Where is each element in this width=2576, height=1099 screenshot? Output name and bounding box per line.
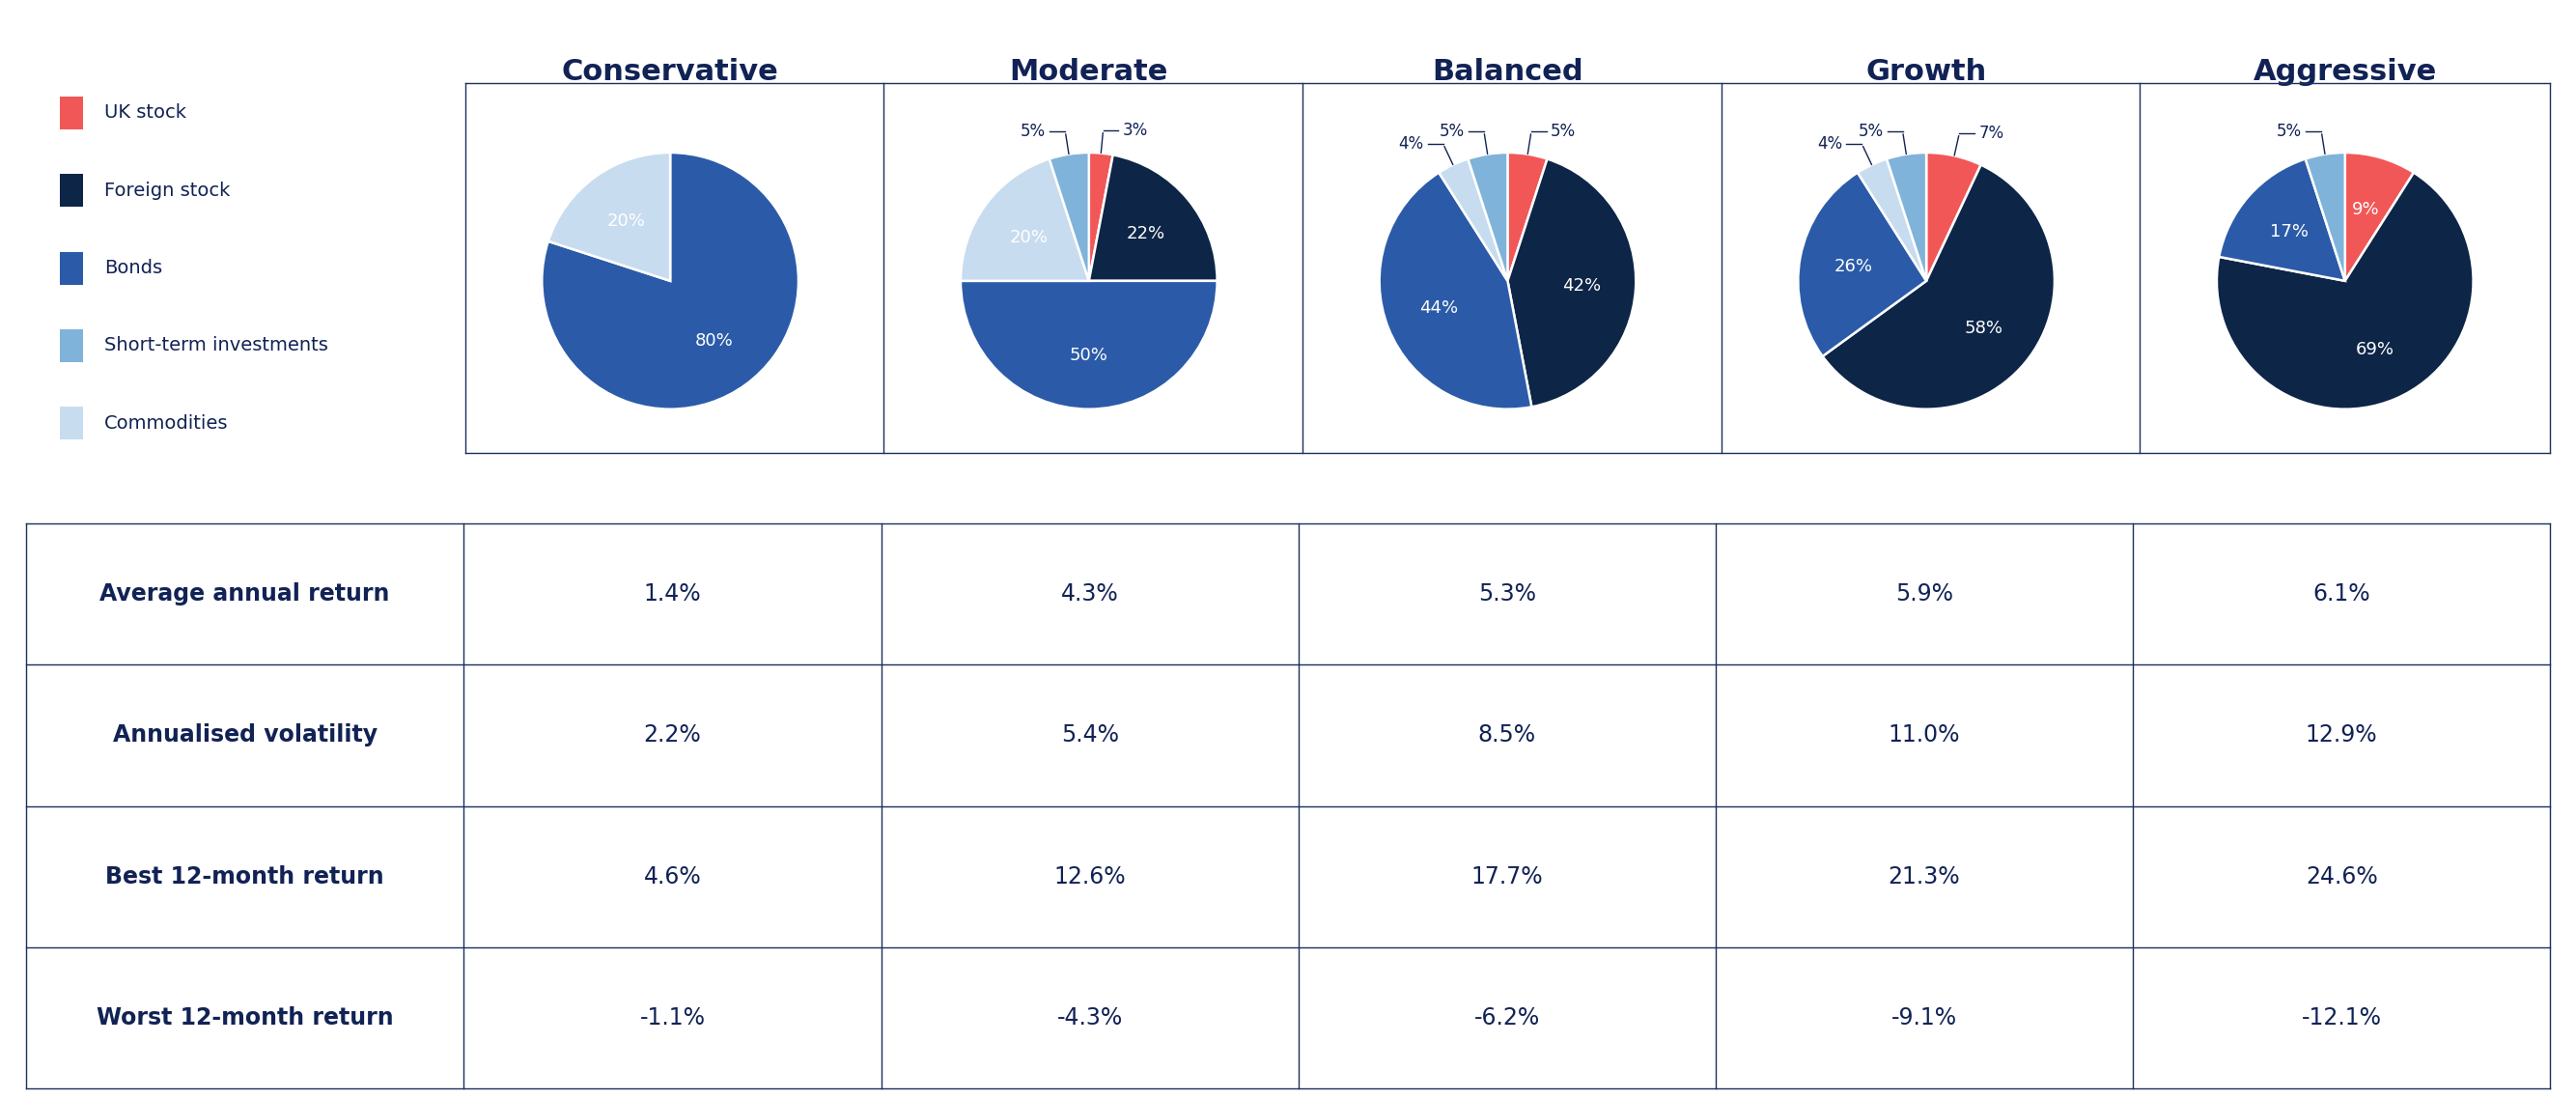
Wedge shape: [1468, 153, 1507, 281]
Title: Conservative: Conservative: [562, 58, 778, 86]
Bar: [59, 407, 82, 440]
Wedge shape: [1090, 153, 1113, 281]
Text: 5.4%: 5.4%: [1061, 724, 1118, 747]
Wedge shape: [1927, 153, 1981, 281]
Text: 8.5%: 8.5%: [1479, 724, 1535, 747]
Bar: [59, 330, 82, 362]
Wedge shape: [2344, 153, 2414, 281]
Wedge shape: [1857, 159, 1927, 281]
Text: Annualised volatility: Annualised volatility: [113, 724, 376, 747]
Text: 44%: 44%: [1419, 300, 1458, 317]
Text: 4.6%: 4.6%: [644, 865, 701, 888]
Text: -1.1%: -1.1%: [639, 1006, 706, 1029]
Text: 12.6%: 12.6%: [1054, 865, 1126, 888]
Text: Best 12-month return: Best 12-month return: [106, 865, 384, 888]
Wedge shape: [1798, 173, 1927, 356]
Text: Worst 12-month return: Worst 12-month return: [95, 1006, 394, 1029]
Wedge shape: [1090, 155, 1218, 281]
Text: 21.3%: 21.3%: [1888, 865, 1960, 888]
Bar: [59, 97, 82, 130]
Title: Growth: Growth: [1865, 58, 1986, 86]
Text: 12.9%: 12.9%: [2306, 724, 2378, 747]
Text: 5%: 5%: [1857, 123, 1883, 140]
Wedge shape: [1824, 165, 2056, 409]
Text: 7%: 7%: [1978, 124, 2004, 142]
Text: 4%: 4%: [1819, 135, 1842, 153]
Text: 42%: 42%: [1564, 277, 1602, 295]
Text: 6.1%: 6.1%: [2313, 582, 2370, 606]
Text: UK stock: UK stock: [106, 103, 185, 122]
Wedge shape: [2218, 159, 2344, 281]
Text: 24.6%: 24.6%: [2306, 865, 2378, 888]
Text: 11.0%: 11.0%: [1888, 724, 1960, 747]
Text: 4%: 4%: [1399, 135, 1425, 153]
Wedge shape: [1886, 153, 1927, 281]
Text: -12.1%: -12.1%: [2300, 1006, 2383, 1029]
Wedge shape: [1048, 153, 1090, 281]
Text: Foreign stock: Foreign stock: [106, 181, 229, 200]
Wedge shape: [2306, 153, 2344, 281]
Text: 5%: 5%: [2277, 123, 2303, 140]
Text: 5%: 5%: [1440, 123, 1466, 140]
Text: 80%: 80%: [696, 332, 734, 349]
Text: 5.3%: 5.3%: [1479, 582, 1535, 606]
Text: 58%: 58%: [1965, 320, 2004, 337]
Wedge shape: [961, 159, 1090, 281]
Text: 5%: 5%: [1551, 123, 1577, 140]
Text: 22%: 22%: [1126, 225, 1164, 242]
Text: 1.4%: 1.4%: [644, 582, 701, 606]
Wedge shape: [1378, 173, 1533, 409]
Wedge shape: [1507, 159, 1636, 407]
Text: 17.7%: 17.7%: [1471, 865, 1543, 888]
Text: 3%: 3%: [1123, 122, 1149, 138]
Text: 26%: 26%: [1834, 258, 1873, 276]
Text: 9%: 9%: [2352, 201, 2380, 218]
Text: 5%: 5%: [1020, 123, 1046, 140]
Text: 20%: 20%: [1010, 229, 1048, 246]
Text: Bonds: Bonds: [106, 259, 162, 277]
Wedge shape: [541, 153, 799, 409]
Wedge shape: [1440, 159, 1507, 281]
Text: 17%: 17%: [2269, 223, 2308, 241]
Text: Average annual return: Average annual return: [100, 582, 389, 606]
Title: Balanced: Balanced: [1432, 58, 1584, 86]
Wedge shape: [549, 153, 670, 281]
Text: 5.9%: 5.9%: [1896, 582, 1953, 606]
Wedge shape: [2218, 173, 2473, 409]
Text: 4.3%: 4.3%: [1061, 582, 1118, 606]
Text: 20%: 20%: [608, 212, 647, 230]
Bar: [59, 252, 82, 285]
Text: 69%: 69%: [2354, 341, 2393, 358]
Text: -4.3%: -4.3%: [1056, 1006, 1123, 1029]
Text: 50%: 50%: [1069, 346, 1108, 364]
Title: Aggressive: Aggressive: [2254, 58, 2437, 86]
Text: Short-term investments: Short-term investments: [106, 336, 327, 355]
Text: 2.2%: 2.2%: [644, 724, 701, 747]
Title: Moderate: Moderate: [1010, 58, 1170, 86]
Wedge shape: [1507, 153, 1548, 281]
Text: -6.2%: -6.2%: [1473, 1006, 1540, 1029]
Bar: [59, 174, 82, 207]
Text: -9.1%: -9.1%: [1891, 1006, 1958, 1029]
Wedge shape: [961, 281, 1218, 409]
Text: Commodities: Commodities: [106, 414, 229, 432]
